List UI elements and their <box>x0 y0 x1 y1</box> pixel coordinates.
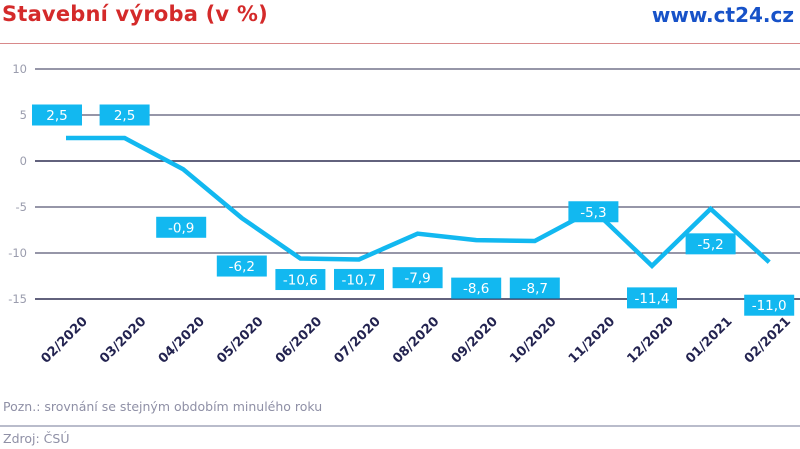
svg-text:-8,7: -8,7 <box>522 281 548 297</box>
x-tick-label: 08/2020 <box>390 314 442 366</box>
y-tick-label: 5 <box>20 108 27 122</box>
data-label: -6,2 <box>216 255 267 277</box>
svg-text:2,5: 2,5 <box>114 108 135 124</box>
svg-text:-5,2: -5,2 <box>697 237 723 253</box>
chart-title: Stavební výroba (v %) <box>2 2 268 26</box>
x-tick-label: 04/2020 <box>156 314 208 366</box>
x-tick-label: 07/2020 <box>331 314 383 366</box>
x-tick-label: 01/2021 <box>683 314 735 366</box>
svg-text:-10,6: -10,6 <box>283 273 318 289</box>
y-tick-label: -5 <box>16 200 27 214</box>
y-tick-label: -10 <box>8 246 27 260</box>
data-label: -10,7 <box>334 268 384 290</box>
y-tick-label: 10 <box>12 62 27 76</box>
x-tick-label: 11/2020 <box>566 314 618 366</box>
data-label: -11,0 <box>744 294 795 316</box>
x-tick-label: 02/2020 <box>38 314 90 366</box>
data-label: -11,4 <box>627 287 677 309</box>
svg-text:-10,7: -10,7 <box>342 272 377 288</box>
x-tick-label: 06/2020 <box>273 314 325 366</box>
header-divider <box>0 43 800 44</box>
data-label: -5,2 <box>685 233 736 255</box>
data-label: -8,7 <box>509 277 560 299</box>
data-label: -8,6 <box>451 277 502 299</box>
series-line <box>66 135 771 270</box>
svg-text:-11,0: -11,0 <box>752 298 787 314</box>
chart-note: Pozn.: srovnání se stejným obdobím minul… <box>3 399 323 414</box>
x-tick-label: 12/2020 <box>624 314 676 366</box>
svg-text:2,5: 2,5 <box>46 108 67 124</box>
data-label: -0,9 <box>156 216 207 238</box>
svg-text:-11,4: -11,4 <box>635 291 670 307</box>
chart-source: Zdroj: ČSÚ <box>3 431 70 446</box>
svg-text:-8,6: -8,6 <box>463 281 489 297</box>
x-tick-label: 05/2020 <box>214 314 266 366</box>
x-tick-label: 03/2020 <box>97 314 149 366</box>
x-tick-label: 10/2020 <box>507 314 559 366</box>
svg-text:-5,3: -5,3 <box>580 205 606 221</box>
y-tick-label: -15 <box>8 292 27 306</box>
x-tick-label: 09/2020 <box>449 314 501 366</box>
footer-divider <box>0 425 800 427</box>
brand-link[interactable]: www.ct24.cz <box>651 3 794 27</box>
data-label: -5,3 <box>568 201 619 223</box>
line-chart: 10 5 0 -5 -10 -15 02/2020 03/2020 04/2020 05/2020… <box>8 62 800 367</box>
data-label: -10,6 <box>275 269 326 291</box>
svg-text:-0,9: -0,9 <box>168 220 194 236</box>
y-tick-label: 0 <box>20 154 27 168</box>
x-tick-label: 02/2021 <box>742 314 794 366</box>
data-label: -7,9 <box>392 267 443 289</box>
data-label: 2,5 <box>32 104 82 126</box>
data-label: 2,5 <box>99 104 150 126</box>
svg-text:-7,9: -7,9 <box>404 271 430 287</box>
svg-text:-6,2: -6,2 <box>229 259 255 275</box>
